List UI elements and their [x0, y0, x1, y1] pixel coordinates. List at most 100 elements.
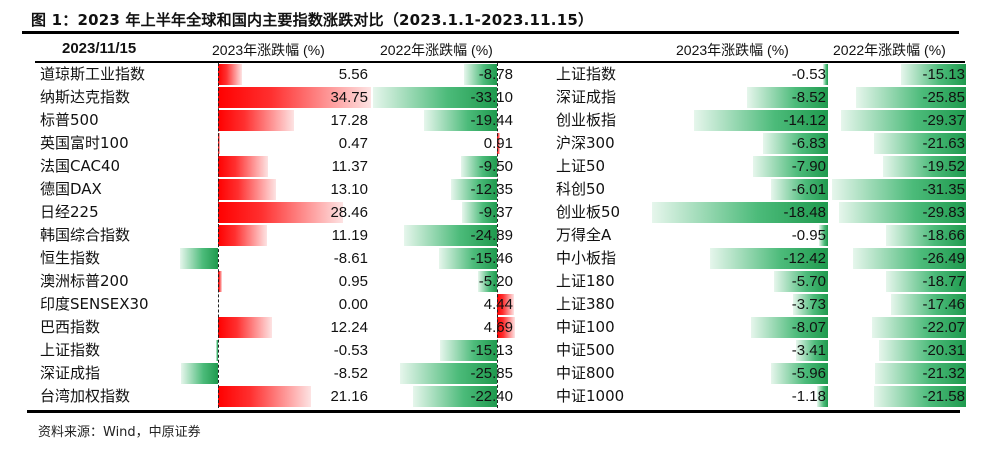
figure-title: 图 1：2023 年上半年全球和国内主要指数涨跌对比（2023.1.1-2023…: [31, 11, 594, 29]
index-name: 中证500: [556, 341, 615, 359]
negative-data-bar: [879, 340, 966, 361]
left-2022-header: 2022年涨跌幅 (%): [380, 42, 493, 58]
negative-data-bar: [413, 386, 497, 407]
value-2022: -24.89: [470, 227, 513, 244]
value-2023: 28.46: [330, 204, 368, 221]
value-2023: 11.19: [331, 227, 368, 244]
positive-data-bar: [218, 179, 276, 200]
index-name: 创业板50: [556, 203, 621, 221]
index-name: 中证800: [556, 364, 615, 382]
value-2023: -18.48: [783, 204, 826, 221]
table-row: 韩国综合指数 11.19 -24.89: [0, 224, 989, 247]
negative-data-bar: [450, 179, 497, 200]
value-2022: -20.31: [922, 342, 965, 359]
negative-data-bar: [461, 156, 497, 177]
negative-data-bar: [855, 87, 966, 108]
value-2023: -0.53: [791, 66, 826, 83]
table-row: 上证50 -7.90 -19.52: [0, 155, 989, 178]
table-row: 巴西指数 12.24 4.69: [0, 316, 989, 339]
left-2022-axis: [497, 63, 498, 408]
index-name: 巴西指数: [40, 318, 101, 336]
negative-data-bar: [816, 386, 828, 407]
negative-data-bar: [822, 64, 828, 85]
left-2023-axis: [218, 63, 219, 408]
left-2023-header: 2023年涨跌幅 (%): [212, 42, 325, 58]
index-name: 印度SENSEX30: [40, 295, 149, 313]
value-2023: 0.00: [338, 296, 368, 313]
index-name: 上证指数: [40, 341, 101, 359]
positive-data-bar: [497, 294, 514, 315]
table-row: 中证1000 -1.18 -21.58: [0, 385, 989, 408]
value-2023: -8.61: [333, 250, 368, 267]
value-2023: 17.28: [330, 112, 368, 129]
table-row: 中证500 -3.41 -20.31: [0, 339, 989, 362]
negative-data-bar: [464, 64, 497, 85]
positive-data-bar: [218, 202, 344, 223]
index-name: 上证50: [556, 157, 606, 175]
table-row: 上证180 -5.70 -18.77: [0, 270, 989, 293]
value-2022: -21.58: [922, 388, 965, 405]
table-row: 日经225 28.46 -9.37: [0, 201, 989, 224]
table-row: 沪深300 -6.83 -21.63: [0, 132, 989, 155]
negative-data-bar: [874, 363, 966, 384]
negative-data-bar: [832, 179, 966, 200]
value-2022: -19.52: [922, 158, 965, 175]
value-2022: -21.32: [922, 365, 965, 382]
table-row: 中证800 -5.96 -21.32: [0, 362, 989, 385]
right-2022-header: 2022年涨跌幅 (%): [833, 42, 946, 58]
value-2023: -6.01: [791, 181, 826, 198]
table-row: 台湾加权指数 21.16 -22.40: [0, 385, 989, 408]
value-2022: -22.40: [470, 388, 513, 405]
index-name: 道琼斯工业指数: [40, 65, 146, 83]
index-name: 英国富时100: [40, 134, 129, 152]
value-2022: -8.78: [478, 66, 513, 83]
index-name: 上证180: [556, 272, 615, 290]
value-2023: -0.53: [333, 342, 368, 359]
negative-data-bar: [901, 64, 966, 85]
value-2022: -9.37: [478, 204, 513, 221]
value-2023: -3.73: [791, 296, 826, 313]
value-2022: -5.20: [478, 273, 513, 290]
table-row: 中证100 -8.07 -22.07: [0, 316, 989, 339]
value-2022: -15.46: [470, 250, 513, 267]
value-2022: -31.35: [922, 181, 965, 198]
negative-data-bar: [773, 271, 828, 292]
bottom-rule: [27, 410, 960, 413]
value-2022: 4.69: [483, 319, 513, 336]
positive-data-bar: [218, 317, 272, 338]
table-row: 道琼斯工业指数 5.56 -8.78: [0, 63, 989, 86]
value-2023: -7.90: [791, 158, 826, 175]
index-name: 万得全A: [556, 226, 612, 244]
negative-data-bar: [461, 202, 497, 223]
index-name: 深证成指: [556, 88, 617, 106]
index-name: 标普500: [40, 111, 99, 129]
negative-data-bar: [871, 317, 966, 338]
value-2022: -19.44: [470, 112, 513, 129]
index-name: 德国DAX: [40, 180, 102, 198]
value-2023: -14.12: [783, 112, 826, 129]
negative-data-bar: [795, 340, 828, 361]
value-2023: -8.52: [333, 365, 368, 382]
value-2022: -15.13: [922, 66, 965, 83]
value-2023: -3.41: [791, 342, 826, 359]
index-name: 上证指数: [556, 65, 617, 83]
positive-data-bar: [218, 156, 269, 177]
value-2022: -25.85: [470, 365, 513, 382]
negative-data-bar: [792, 294, 828, 315]
value-2022: -18.77: [922, 273, 965, 290]
negative-data-bar: [652, 202, 828, 223]
index-name: 中小板指: [556, 249, 617, 267]
table-row: 纳斯达克指数 34.75 -33.10: [0, 86, 989, 109]
positive-data-bar: [218, 87, 371, 108]
negative-data-bar: [710, 248, 828, 269]
negative-data-bar: [886, 225, 966, 246]
right-2023-header: 2023年涨跌幅 (%): [676, 42, 789, 58]
left-date-header: 2023/11/15: [62, 40, 137, 57]
table-row: 创业板指 -14.12 -29.37: [0, 109, 989, 132]
value-2022: -17.46: [922, 296, 965, 313]
negative-data-bar: [882, 156, 966, 177]
value-2023: 13.10: [330, 181, 368, 198]
negative-data-bar: [693, 110, 828, 131]
value-2022: -25.85: [922, 89, 965, 106]
negative-data-bar: [852, 248, 966, 269]
